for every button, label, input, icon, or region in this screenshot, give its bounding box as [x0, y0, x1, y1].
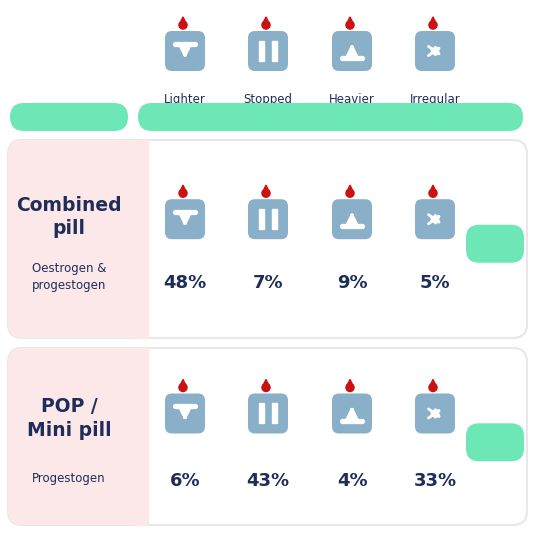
Circle shape: [429, 189, 437, 197]
Text: POP /
Mini pill: POP / Mini pill: [27, 397, 111, 440]
Circle shape: [429, 21, 437, 29]
Bar: [259, 41, 264, 61]
Polygon shape: [180, 185, 186, 192]
FancyBboxPatch shape: [8, 348, 527, 525]
FancyBboxPatch shape: [332, 31, 372, 71]
Circle shape: [179, 189, 187, 197]
FancyBboxPatch shape: [165, 199, 205, 239]
Text: Buy: Buy: [477, 235, 513, 253]
Text: 43%: 43%: [247, 472, 289, 490]
FancyBboxPatch shape: [415, 393, 455, 433]
FancyBboxPatch shape: [248, 393, 288, 433]
Bar: [134, 348, 148, 525]
FancyBboxPatch shape: [332, 393, 372, 433]
FancyBboxPatch shape: [165, 31, 205, 71]
Text: Heavier
periods: Heavier periods: [329, 93, 375, 122]
Text: Combined
pill: Combined pill: [16, 196, 122, 238]
Text: 5%: 5%: [419, 273, 450, 292]
Circle shape: [179, 383, 187, 392]
FancyBboxPatch shape: [8, 348, 148, 525]
FancyBboxPatch shape: [248, 31, 288, 71]
FancyBboxPatch shape: [10, 103, 128, 131]
Polygon shape: [180, 379, 186, 386]
Circle shape: [346, 383, 354, 392]
FancyBboxPatch shape: [165, 393, 205, 433]
Bar: [259, 209, 264, 229]
Text: 33%: 33%: [414, 472, 456, 490]
Text: Progestogen: Progestogen: [32, 472, 106, 485]
Polygon shape: [347, 185, 354, 192]
FancyBboxPatch shape: [138, 103, 523, 131]
FancyBboxPatch shape: [415, 31, 455, 71]
Bar: [259, 403, 264, 424]
Circle shape: [262, 383, 270, 392]
Circle shape: [179, 21, 187, 29]
Polygon shape: [430, 379, 437, 386]
FancyBboxPatch shape: [8, 140, 148, 338]
Text: Stopped
periods: Stopped periods: [243, 93, 293, 122]
Text: 9%: 9%: [337, 273, 368, 292]
FancyBboxPatch shape: [248, 199, 288, 239]
Bar: [272, 41, 277, 61]
Text: Type: Type: [52, 109, 86, 125]
FancyBboxPatch shape: [8, 140, 527, 338]
Polygon shape: [347, 17, 354, 24]
Circle shape: [346, 21, 354, 29]
Bar: [272, 209, 277, 229]
Text: Irregular
periods: Irregular periods: [410, 93, 461, 122]
Polygon shape: [347, 379, 354, 386]
Circle shape: [346, 189, 354, 197]
Polygon shape: [263, 379, 270, 386]
FancyBboxPatch shape: [332, 199, 372, 239]
Polygon shape: [263, 17, 270, 24]
Polygon shape: [430, 185, 437, 192]
Text: Oestrogen &
progestogen: Oestrogen & progestogen: [32, 262, 106, 292]
Circle shape: [429, 383, 437, 392]
Polygon shape: [430, 17, 437, 24]
FancyBboxPatch shape: [466, 423, 524, 461]
Circle shape: [262, 21, 270, 29]
Polygon shape: [263, 185, 270, 192]
FancyBboxPatch shape: [415, 199, 455, 239]
Text: Lighter
periods: Lighter periods: [163, 93, 207, 122]
FancyBboxPatch shape: [466, 225, 524, 263]
Text: 6%: 6%: [170, 472, 200, 490]
Text: 48%: 48%: [163, 273, 207, 292]
Text: Buy: Buy: [477, 433, 513, 451]
Bar: [272, 403, 277, 424]
Bar: [134, 140, 148, 338]
Polygon shape: [180, 17, 186, 24]
Circle shape: [262, 189, 270, 197]
Text: Impact on bleeds: Impact on bleeds: [267, 109, 393, 125]
Text: 7%: 7%: [253, 273, 284, 292]
Text: 4%: 4%: [337, 472, 368, 490]
